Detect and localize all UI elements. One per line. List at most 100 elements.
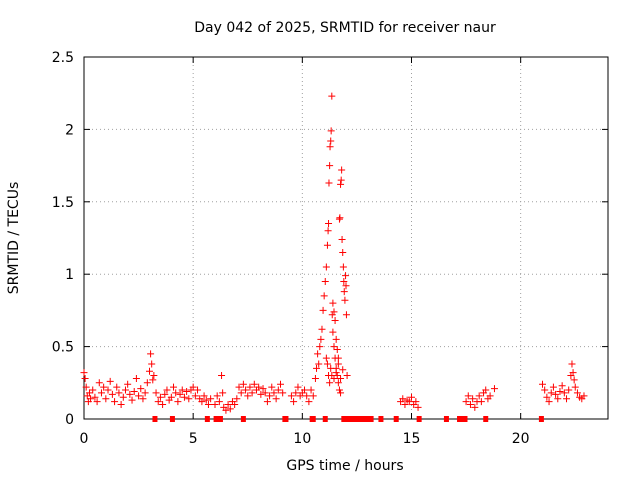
data-point [580,392,588,400]
zero-marker [538,416,544,422]
data-point [141,389,149,397]
data-point [132,374,140,382]
data-point [558,382,566,390]
data-point [337,389,345,397]
data-point [277,380,284,388]
data-point [226,405,234,413]
x-tick-label: 10 [293,431,311,447]
data-point [257,390,265,398]
data-point [159,401,167,409]
data-point [330,343,338,351]
data-point [82,383,90,391]
data-point [146,367,153,375]
data-point [161,390,169,398]
y-tick-label: 1 [65,267,74,283]
data-point [204,401,212,409]
data-point [111,398,119,406]
data-point [242,386,250,394]
data-point [337,180,345,188]
data-point [80,369,88,377]
data-point [336,214,344,222]
grid-layer [84,57,608,419]
data-point [202,396,210,404]
data-point [163,386,171,394]
data-point [119,393,127,401]
x-ticks: 0 5 10 15 20 [80,57,530,447]
data-point [556,387,564,395]
data-point [130,387,138,395]
data-point [185,395,193,403]
data-point [327,127,335,135]
data-point [95,379,103,387]
data-point [207,395,215,403]
data-point [339,263,347,271]
data-point [104,386,112,394]
data-point [91,393,99,401]
data-point [466,401,474,409]
zero-marker [283,416,289,422]
data-point [554,395,562,403]
data-point [332,369,340,377]
data-point [244,392,252,400]
data-point [317,335,325,343]
data-point [113,383,121,391]
data-point [301,386,309,394]
zero-marker [368,416,374,422]
data-point [149,376,157,384]
zero-markers-layer [152,416,544,422]
data-point [320,292,328,300]
data-point [307,386,315,394]
data-point [318,325,326,333]
data-point [568,360,576,368]
data-point [342,311,350,319]
data-point [174,398,182,406]
data-point [314,350,322,358]
data-point [303,392,311,400]
data-point [490,385,498,393]
x-tick-label: 20 [512,431,530,447]
x-axis-label: GPS time / hours [286,458,403,474]
zero-marker [352,416,358,422]
data-point [328,311,336,319]
data-point [261,389,269,397]
data-point [477,398,485,406]
data-point [292,389,300,397]
data-point [117,401,125,409]
data-point [342,272,350,280]
data-point [330,374,338,382]
data-point [126,390,134,398]
data-point [137,385,145,393]
data-point [328,92,336,100]
y-tick-label: 0 [65,412,74,428]
zero-marker [355,416,361,422]
data-point [213,392,221,400]
data-point [170,383,178,391]
data-point [246,383,254,391]
data-point [311,374,319,382]
data-point [543,393,551,401]
data-point [294,383,302,391]
data-point [482,386,490,394]
data-point [341,296,349,304]
data-point [462,398,470,406]
data-point [327,364,335,372]
data-point [325,220,333,228]
x-tick-label: 0 [80,431,89,447]
data-point [334,379,342,387]
data-point [218,372,226,380]
data-point [191,392,199,400]
zero-marker [240,416,246,422]
data-point [330,308,338,316]
data-point [270,389,278,397]
data-point [222,406,230,414]
data-point [215,398,223,406]
zero-marker [416,416,422,422]
data-point [183,387,191,395]
data-point [342,282,350,290]
data-point [102,395,110,403]
data-point [309,392,317,400]
data-point [332,335,340,343]
data-point [147,350,155,358]
data-point [399,395,407,403]
